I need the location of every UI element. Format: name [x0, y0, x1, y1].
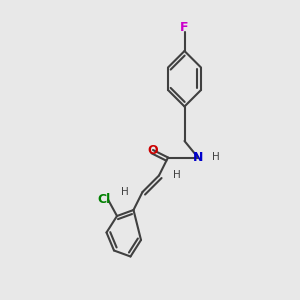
- Text: F: F: [180, 21, 189, 34]
- Text: O: O: [148, 143, 158, 157]
- Text: H: H: [173, 170, 181, 181]
- Text: N: N: [193, 151, 203, 164]
- Text: Cl: Cl: [98, 193, 111, 206]
- Text: H: H: [121, 187, 129, 197]
- Text: H: H: [212, 152, 219, 163]
